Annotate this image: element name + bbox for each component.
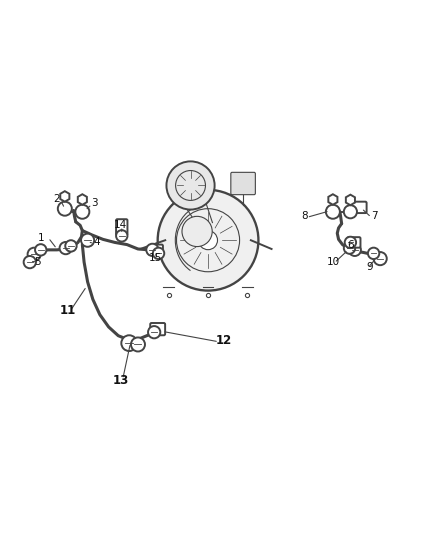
Text: 14: 14 (114, 220, 127, 230)
Circle shape (344, 243, 355, 254)
Circle shape (35, 244, 46, 255)
Text: 11: 11 (60, 304, 76, 317)
Circle shape (58, 201, 72, 216)
FancyBboxPatch shape (150, 323, 165, 335)
Text: 13: 13 (112, 374, 129, 387)
Text: 9: 9 (367, 262, 374, 271)
Text: 12: 12 (215, 335, 232, 348)
Text: 3: 3 (91, 198, 98, 208)
FancyBboxPatch shape (352, 201, 367, 213)
Text: 8: 8 (301, 211, 308, 221)
Polygon shape (328, 194, 337, 205)
FancyBboxPatch shape (151, 245, 163, 255)
Circle shape (349, 244, 361, 256)
Circle shape (345, 237, 356, 248)
Circle shape (153, 248, 164, 259)
Circle shape (198, 231, 218, 249)
Circle shape (116, 230, 127, 241)
Circle shape (75, 205, 89, 219)
Text: 4: 4 (93, 237, 100, 247)
Circle shape (158, 190, 258, 290)
FancyBboxPatch shape (116, 219, 127, 235)
Circle shape (148, 326, 160, 338)
Circle shape (182, 216, 212, 247)
Circle shape (131, 337, 145, 351)
Circle shape (344, 205, 357, 219)
Circle shape (146, 244, 159, 256)
Text: 15: 15 (149, 253, 162, 263)
Text: 2: 2 (53, 193, 60, 204)
Circle shape (368, 248, 379, 259)
Text: 10: 10 (326, 257, 339, 267)
Circle shape (81, 233, 94, 247)
Polygon shape (346, 195, 355, 205)
Circle shape (60, 242, 72, 254)
Circle shape (166, 161, 215, 209)
Polygon shape (78, 194, 87, 205)
Text: 7: 7 (371, 211, 378, 221)
Text: 1: 1 (38, 233, 45, 243)
Circle shape (65, 240, 77, 252)
Polygon shape (60, 191, 69, 201)
Text: 6: 6 (347, 240, 354, 249)
Circle shape (326, 205, 340, 219)
FancyBboxPatch shape (231, 172, 255, 195)
Circle shape (28, 248, 41, 261)
Circle shape (24, 256, 36, 268)
Circle shape (121, 335, 137, 351)
Text: 5: 5 (34, 257, 41, 267)
FancyBboxPatch shape (347, 237, 360, 248)
Circle shape (374, 252, 387, 265)
